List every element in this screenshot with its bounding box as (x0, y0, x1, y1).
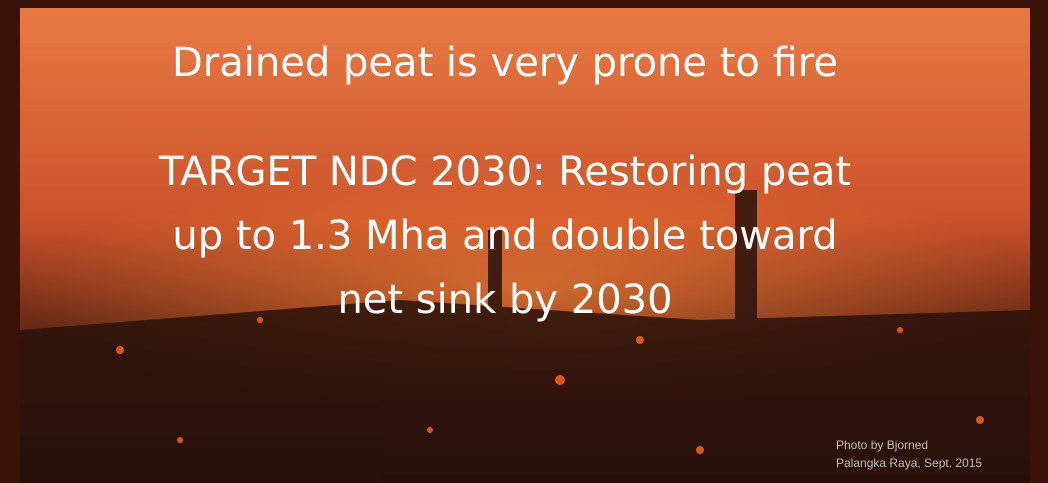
heading: Drained peat is very prone to fire (172, 40, 838, 86)
target-text: TARGET NDC 2030: Restoring peat up to 1.… (0, 140, 1010, 332)
credit-line: Palangka Raya, Sept. 2015 (836, 456, 983, 470)
target-line: net sink by 2030 (337, 277, 673, 323)
photo-credit: Photo by Bjorned Palangka Raya, Sept. 20… (836, 436, 982, 472)
credit-line: Photo by Bjorned (836, 438, 929, 452)
target-line: up to 1.3 Mha and double toward (172, 213, 838, 259)
target-line: TARGET NDC 2030: Restoring peat (158, 149, 852, 195)
